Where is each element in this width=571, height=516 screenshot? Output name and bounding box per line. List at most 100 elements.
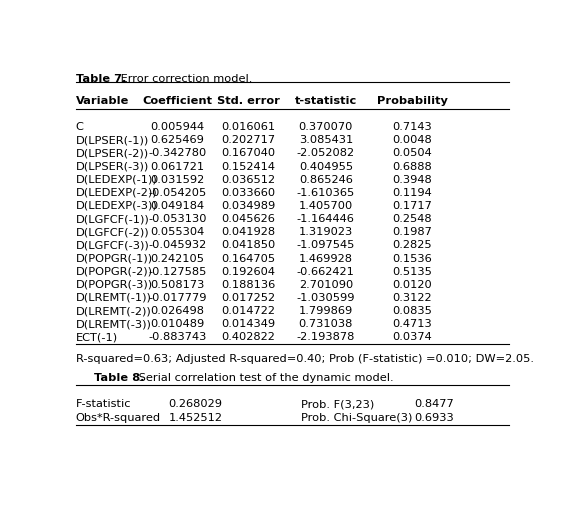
Text: 0.0120: 0.0120 xyxy=(392,280,432,290)
Text: 0.014349: 0.014349 xyxy=(222,319,275,329)
Text: -0.017779: -0.017779 xyxy=(148,293,207,303)
Text: 0.192604: 0.192604 xyxy=(222,267,275,277)
Text: Table 7.: Table 7. xyxy=(76,74,126,84)
Text: 0.1536: 0.1536 xyxy=(392,253,432,264)
Text: 0.152414: 0.152414 xyxy=(222,162,275,171)
Text: 0.0048: 0.0048 xyxy=(392,135,432,146)
Text: D(POPGR(-3)): D(POPGR(-3)) xyxy=(76,280,153,290)
Text: D(LREMT(-3)): D(LREMT(-3)) xyxy=(76,319,152,329)
Text: Prob. Chi-Square(3): Prob. Chi-Square(3) xyxy=(301,413,413,423)
Text: 0.031592: 0.031592 xyxy=(150,175,205,185)
Text: 1.799869: 1.799869 xyxy=(299,306,353,316)
Text: 0.188136: 0.188136 xyxy=(221,280,276,290)
Text: -0.662421: -0.662421 xyxy=(297,267,355,277)
Text: 0.041928: 0.041928 xyxy=(222,227,275,237)
Text: 0.061721: 0.061721 xyxy=(151,162,204,171)
Text: t-statistic: t-statistic xyxy=(295,96,357,106)
Text: 0.3948: 0.3948 xyxy=(392,175,432,185)
Text: 0.017252: 0.017252 xyxy=(222,293,275,303)
Text: 0.041850: 0.041850 xyxy=(221,240,276,250)
Text: 1.405700: 1.405700 xyxy=(299,201,353,211)
Text: D(LEDEXP(-2)): D(LEDEXP(-2)) xyxy=(76,188,158,198)
Text: -1.097545: -1.097545 xyxy=(297,240,355,250)
Text: 0.625469: 0.625469 xyxy=(151,135,204,146)
Text: 0.026498: 0.026498 xyxy=(151,306,204,316)
Text: -2.193878: -2.193878 xyxy=(297,332,355,342)
Text: D(POPGR(-2)): D(POPGR(-2)) xyxy=(76,267,153,277)
Text: D(LREMT(-2)): D(LREMT(-2)) xyxy=(76,306,151,316)
Text: 0.164705: 0.164705 xyxy=(222,253,275,264)
Text: -0.054205: -0.054205 xyxy=(148,188,207,198)
Text: 0.1717: 0.1717 xyxy=(392,201,432,211)
Text: -0.053130: -0.053130 xyxy=(148,214,207,224)
Text: -2.052082: -2.052082 xyxy=(297,149,355,158)
Text: D(LGFCF(-3)): D(LGFCF(-3)) xyxy=(76,240,150,250)
Text: F-statistic: F-statistic xyxy=(76,399,131,409)
Text: D(LPSER(-2)): D(LPSER(-2)) xyxy=(76,149,149,158)
Text: 0.005944: 0.005944 xyxy=(151,122,204,132)
Text: 1.469928: 1.469928 xyxy=(299,253,353,264)
Text: 1.319023: 1.319023 xyxy=(299,227,353,237)
Text: 0.2548: 0.2548 xyxy=(392,214,432,224)
Text: R-squared=0.63; Adjusted R-squared=0.40; Prob (F-statistic) =0.010; DW=2.05.: R-squared=0.63; Adjusted R-squared=0.40;… xyxy=(76,354,534,364)
Text: 0.404955: 0.404955 xyxy=(299,162,353,171)
Text: 0.370070: 0.370070 xyxy=(299,122,353,132)
Text: D(POPGR(-1)): D(POPGR(-1)) xyxy=(76,253,153,264)
Text: 0.016061: 0.016061 xyxy=(222,122,275,132)
Text: 0.6933: 0.6933 xyxy=(415,413,454,423)
Text: 0.055304: 0.055304 xyxy=(150,227,205,237)
Text: D(LGFCF(-2)): D(LGFCF(-2)) xyxy=(76,227,150,237)
Text: 0.3122: 0.3122 xyxy=(392,293,432,303)
Text: 0.2825: 0.2825 xyxy=(392,240,432,250)
Text: 0.5135: 0.5135 xyxy=(392,267,432,277)
Text: -1.030599: -1.030599 xyxy=(296,293,355,303)
Text: 0.6888: 0.6888 xyxy=(392,162,432,171)
Text: 0.1987: 0.1987 xyxy=(392,227,432,237)
Text: 0.0835: 0.0835 xyxy=(392,306,432,316)
Text: ECT(-1): ECT(-1) xyxy=(76,332,118,342)
Text: 0.8477: 0.8477 xyxy=(415,399,454,409)
Text: Variable: Variable xyxy=(76,96,129,106)
Text: 0.202717: 0.202717 xyxy=(222,135,275,146)
Text: D(LPSER(-1)): D(LPSER(-1)) xyxy=(76,135,149,146)
Text: -0.127585: -0.127585 xyxy=(148,267,207,277)
Text: 0.402822: 0.402822 xyxy=(222,332,275,342)
Text: Error correction model.: Error correction model. xyxy=(117,74,252,84)
Text: Prob. F(3,23): Prob. F(3,23) xyxy=(301,399,375,409)
Text: -0.342780: -0.342780 xyxy=(148,149,207,158)
Text: 0.045626: 0.045626 xyxy=(222,214,275,224)
Text: D(LEDEXP(-1)): D(LEDEXP(-1)) xyxy=(76,175,158,185)
Text: 0.508173: 0.508173 xyxy=(150,280,205,290)
Text: 2.701090: 2.701090 xyxy=(299,280,353,290)
Text: 0.1194: 0.1194 xyxy=(392,188,432,198)
Text: -1.164446: -1.164446 xyxy=(297,214,355,224)
Text: 0.167040: 0.167040 xyxy=(222,149,275,158)
Text: C: C xyxy=(76,122,84,132)
Text: 0.0374: 0.0374 xyxy=(392,332,432,342)
Text: D(LEDEXP(-3)): D(LEDEXP(-3)) xyxy=(76,201,158,211)
Text: 0.7143: 0.7143 xyxy=(392,122,432,132)
Text: Serial correlation test of the dynamic model.: Serial correlation test of the dynamic m… xyxy=(135,373,393,383)
Text: 3.085431: 3.085431 xyxy=(299,135,353,146)
Text: -0.045932: -0.045932 xyxy=(148,240,207,250)
Text: 0.4713: 0.4713 xyxy=(392,319,432,329)
Text: 0.033660: 0.033660 xyxy=(222,188,275,198)
Text: 0.049184: 0.049184 xyxy=(151,201,204,211)
Text: 0.242105: 0.242105 xyxy=(151,253,204,264)
Text: D(LPSER(-3)): D(LPSER(-3)) xyxy=(76,162,149,171)
Text: -0.883743: -0.883743 xyxy=(148,332,207,342)
Text: -1.610365: -1.610365 xyxy=(297,188,355,198)
Text: D(LGFCF(-1)): D(LGFCF(-1)) xyxy=(76,214,150,224)
Text: Coefficient: Coefficient xyxy=(143,96,212,106)
Text: Std. error: Std. error xyxy=(217,96,280,106)
Text: 0.731038: 0.731038 xyxy=(299,319,353,329)
Text: Probability: Probability xyxy=(377,96,448,106)
Text: Obs*R-squared: Obs*R-squared xyxy=(76,413,161,423)
Text: 1.452512: 1.452512 xyxy=(168,413,222,423)
Text: 0.036512: 0.036512 xyxy=(222,175,275,185)
Text: Table 8.: Table 8. xyxy=(94,373,144,383)
Text: 0.010489: 0.010489 xyxy=(150,319,205,329)
Text: 0.268029: 0.268029 xyxy=(168,399,222,409)
Text: 0.034989: 0.034989 xyxy=(221,201,276,211)
Text: D(LREMT(-1)): D(LREMT(-1)) xyxy=(76,293,152,303)
